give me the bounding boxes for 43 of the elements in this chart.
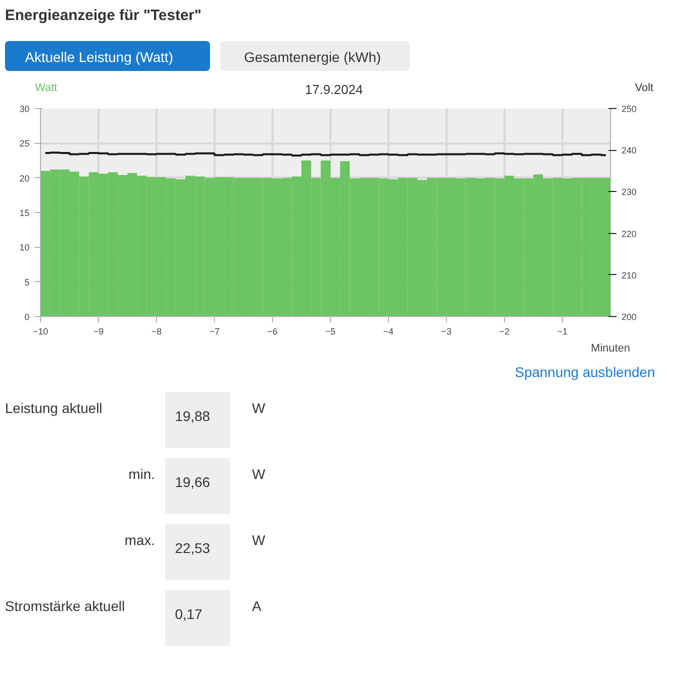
y2-tick-label: 250	[622, 104, 637, 114]
text: W	[252, 465, 266, 484]
y-tick-label: 5	[24, 277, 30, 288]
y-tick-label: 15	[19, 208, 30, 218]
text: 19,88	[175, 407, 210, 426]
x-tick-label: −7	[209, 326, 220, 336]
text: 19,66	[175, 473, 210, 492]
text: Stromstärke aktuell	[5, 597, 125, 616]
text: max.	[124, 531, 155, 550]
text: min.	[128, 465, 155, 484]
y-tick-label: 30	[19, 104, 30, 114]
y-tick-label: 0	[24, 312, 30, 322]
x-tick-label: −4	[383, 326, 394, 336]
y-tick-label: 25	[19, 138, 30, 149]
y2-tick-label: 220	[622, 228, 637, 239]
chart-title: Energieanzeige für "Tester"	[5, 6, 202, 26]
text: W	[252, 399, 266, 418]
text: A	[252, 597, 262, 616]
x-tick-label: −1	[557, 326, 568, 336]
x-tick-label: −2	[499, 326, 510, 336]
text: Gesamtenergie (kWh)	[244, 48, 381, 67]
x-tick-label: −9	[93, 326, 104, 336]
chart-subtitle: 17.9.2024	[305, 81, 363, 99]
text: Aktuelle Leistung (Watt)	[25, 48, 174, 67]
y2-axis-title: Volt	[635, 81, 654, 96]
y-tick-label: 10	[19, 242, 30, 253]
y2-tick-label: 230	[622, 187, 637, 198]
text: 22,53	[175, 539, 210, 558]
y2-tick-label: 240	[622, 146, 637, 156]
x-axis-title: Minuten	[590, 342, 630, 354]
x-tick-label: −6	[267, 326, 278, 336]
x-tick-label: −5	[325, 326, 336, 336]
text: W	[252, 531, 266, 550]
y-axis-title: Watt	[35, 81, 58, 96]
text: 0,17	[175, 605, 202, 624]
text: Leistung aktuell	[5, 399, 102, 418]
x-tick-label: −10	[32, 326, 48, 336]
y2-tick-label: 210	[622, 270, 637, 280]
y-tick-label: 20	[19, 173, 30, 184]
y2-tick-label: 200	[622, 312, 637, 322]
x-tick-label: −8	[151, 326, 162, 336]
text: Spannung ausblenden	[514, 363, 655, 382]
x-tick-label: −3	[441, 326, 452, 336]
